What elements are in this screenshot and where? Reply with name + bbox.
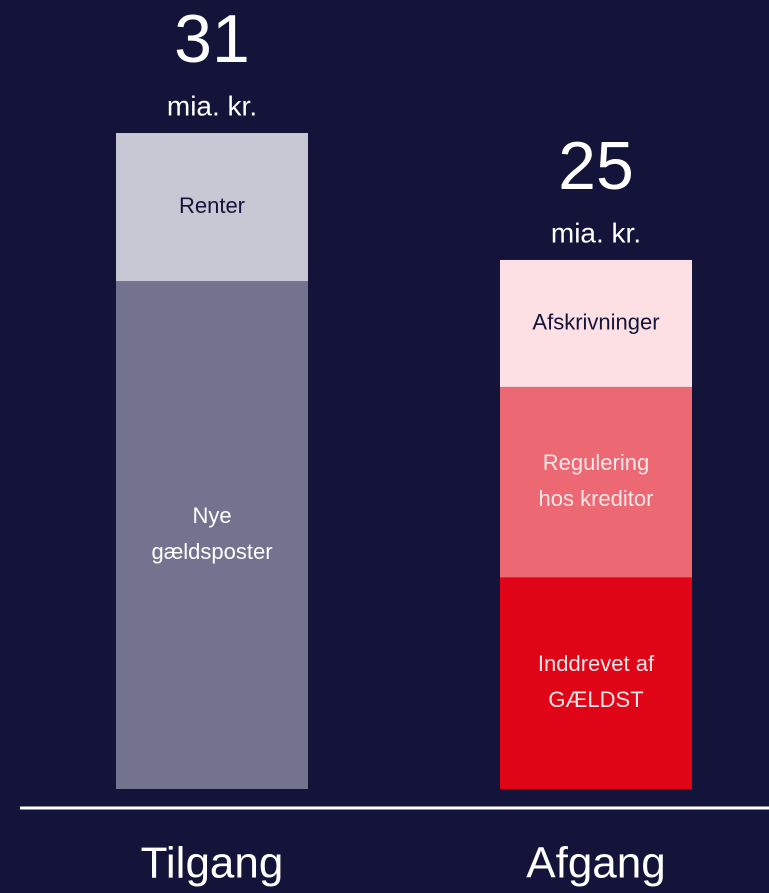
- segment-label: gældsposter: [151, 539, 272, 564]
- segment-label: GÆLDST: [548, 687, 643, 712]
- bar-segment: [500, 259, 692, 387]
- total-unit: mia. kr.: [551, 217, 641, 248]
- bar-segment: [500, 386, 692, 578]
- segment-label: Afskrivninger: [532, 309, 659, 334]
- category-label: Afgang: [526, 839, 665, 888]
- bar-segment: [500, 577, 692, 789]
- total-value: 25: [558, 128, 634, 204]
- bar-segment: [116, 281, 308, 789]
- category-label: Tilgang: [141, 839, 284, 888]
- segment-label: hos kreditor: [539, 486, 654, 511]
- total-value: 31: [174, 1, 250, 77]
- segment-label: Regulering: [543, 450, 649, 475]
- segment-label: Nye: [192, 503, 231, 528]
- total-unit: mia. kr.: [167, 90, 257, 121]
- segment-label: Inddrevet af: [538, 651, 655, 676]
- bar-segment: [116, 133, 308, 282]
- segment-label: Renter: [179, 193, 245, 218]
